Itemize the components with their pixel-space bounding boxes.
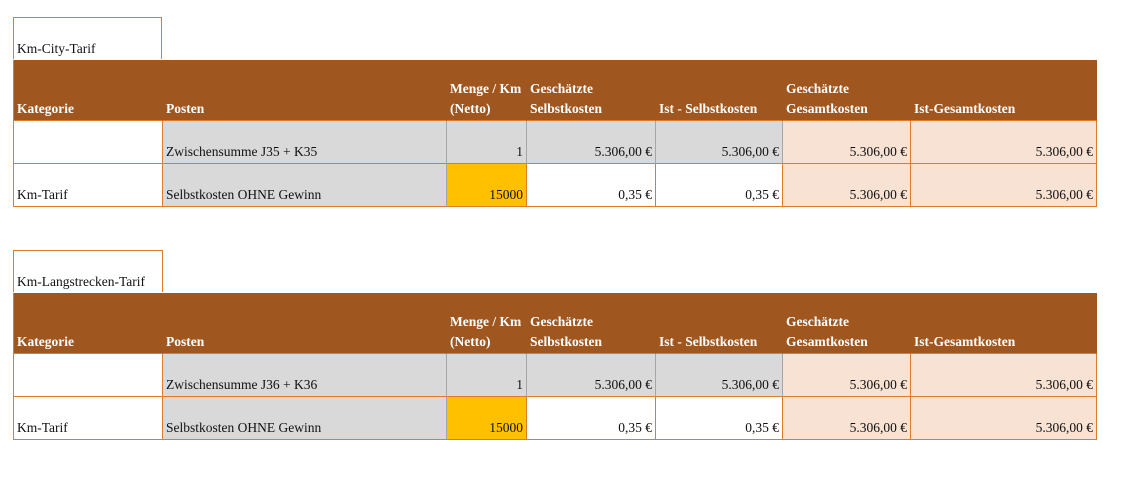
header-kategorie[interactable]: Kategorie: [13, 293, 163, 354]
cell-posten[interactable]: Selbstkosten OHNE Gewinn: [163, 164, 447, 207]
cell-ist-selbstkosten[interactable]: 5.306,00 €: [656, 354, 783, 397]
cell-kategorie[interactable]: [13, 354, 163, 397]
table-title[interactable]: Km-City-Tarif: [13, 17, 162, 59]
cell-kategorie[interactable]: Km-Tarif: [13, 397, 163, 440]
header-ist-selbstkosten[interactable]: Ist - Selbstkosten: [656, 60, 783, 121]
cell-menge[interactable]: 1: [447, 121, 527, 164]
cell-posten[interactable]: Zwischensumme J35 + K35: [163, 121, 447, 164]
cell-geschaetzte-gesamtkosten[interactable]: 5.306,00 €: [783, 397, 911, 440]
cell-menge[interactable]: 15000: [447, 397, 527, 440]
header-menge[interactable]: Menge / Km (Netto): [447, 293, 527, 354]
cell-ist-gesamtkosten[interactable]: 5.306,00 €: [911, 354, 1097, 397]
header-geschaetzte-selbstkosten[interactable]: Geschätzte Selbstkosten: [527, 293, 656, 354]
table-title[interactable]: Km-Langstrecken-Tarif: [13, 250, 163, 292]
cell-geschaetzte-gesamtkosten[interactable]: 5.306,00 €: [783, 354, 911, 397]
header-geschaetzte-gesamtkosten[interactable]: Geschätzte Gesamtkosten: [783, 60, 911, 121]
header-geschaetzte-gesamtkosten[interactable]: Geschätzte Gesamtkosten: [783, 293, 911, 354]
cell-ist-selbstkosten[interactable]: 5.306,00 €: [656, 121, 783, 164]
cell-geschaetzte-selbstkosten[interactable]: 5.306,00 €: [527, 354, 656, 397]
header-geschaetzte-selbstkosten[interactable]: Geschätzte Selbstkosten: [527, 60, 656, 121]
cell-kategorie[interactable]: [13, 121, 163, 164]
cell-menge[interactable]: 1: [447, 354, 527, 397]
cell-geschaetzte-gesamtkosten[interactable]: 5.306,00 €: [783, 121, 911, 164]
table-grid: Kategorie Posten Menge / Km (Netto) Geschät…: [13, 293, 1098, 440]
cell-ist-selbstkosten[interactable]: 0,35 €: [656, 397, 783, 440]
cell-geschaetzte-selbstkosten[interactable]: 0,35 €: [527, 397, 656, 440]
header-kategorie[interactable]: Kategorie: [13, 60, 163, 121]
cell-ist-gesamtkosten[interactable]: 5.306,00 €: [911, 164, 1097, 207]
cell-geschaetzte-gesamtkosten[interactable]: 5.306,00 €: [783, 164, 911, 207]
header-posten[interactable]: Posten: [163, 293, 447, 354]
cell-posten[interactable]: Selbstkosten OHNE Gewinn: [163, 397, 447, 440]
header-ist-gesamtkosten[interactable]: Ist-Gesamtkosten: [911, 293, 1097, 354]
cell-geschaetzte-selbstkosten[interactable]: 0,35 €: [527, 164, 656, 207]
cell-ist-gesamtkosten[interactable]: 5.306,00 €: [911, 397, 1097, 440]
header-posten[interactable]: Posten: [163, 60, 447, 121]
cell-ist-selbstkosten[interactable]: 0,35 €: [656, 164, 783, 207]
cell-menge[interactable]: 15000: [447, 164, 527, 207]
header-menge[interactable]: Menge / Km (Netto): [447, 60, 527, 121]
cell-posten[interactable]: Zwischensumme J36 + K36: [163, 354, 447, 397]
table-grid: Kategorie Posten Menge / Km (Netto) Geschät…: [13, 60, 1098, 207]
header-ist-selbstkosten[interactable]: Ist - Selbstkosten: [656, 293, 783, 354]
header-ist-gesamtkosten[interactable]: Ist-Gesamtkosten: [911, 60, 1097, 121]
cell-ist-gesamtkosten[interactable]: 5.306,00 €: [911, 121, 1097, 164]
cell-geschaetzte-selbstkosten[interactable]: 5.306,00 €: [527, 121, 656, 164]
cell-kategorie[interactable]: Km-Tarif: [13, 164, 163, 207]
